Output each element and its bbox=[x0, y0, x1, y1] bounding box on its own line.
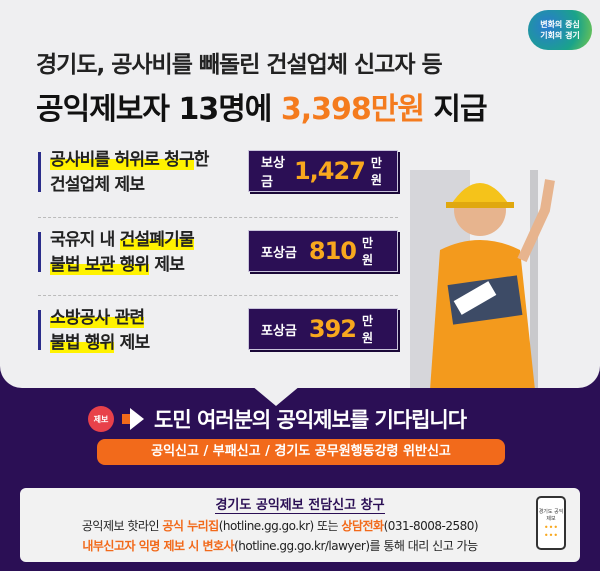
highlight: 공사비를 허위로 청구 bbox=[50, 150, 195, 170]
speech-notch bbox=[252, 386, 300, 406]
info-box: 경기도 공익제보 전담신고 창구 공익제보 핫라인 공식 누리집(hotline… bbox=[20, 488, 580, 562]
highlight: 건설폐기물 bbox=[119, 230, 195, 250]
website-url[interactable]: (hotline.gg.go.kr) 또는 bbox=[218, 519, 342, 533]
reward-amount: 810 bbox=[308, 237, 357, 265]
divider bbox=[38, 295, 398, 296]
divider bbox=[38, 217, 398, 218]
highlight: 불법 보관 행위 bbox=[50, 255, 150, 275]
info-title: 경기도 공익제보 전담신고 창구 bbox=[215, 494, 385, 514]
title-pre: 공익제보자 13명에 bbox=[36, 92, 281, 127]
reward-label: 포상금 bbox=[261, 323, 297, 339]
phone-label: 상담전화 bbox=[341, 519, 384, 533]
title-post: 지급 bbox=[423, 92, 487, 127]
construction-worker-illustration bbox=[410, 170, 555, 388]
report-categories: 공익신고 / 부패신고 / 경기도 공무원행동강령 위반신고 bbox=[97, 439, 505, 465]
text: 한 bbox=[193, 150, 210, 170]
row-accent bbox=[38, 310, 41, 350]
row-accent bbox=[38, 152, 41, 192]
highlight: 불법 행위 bbox=[50, 333, 115, 353]
keypad-dots: ••• ••• bbox=[543, 523, 559, 540]
row-accent bbox=[38, 232, 41, 272]
title-line1: 경기도, 공사비를 빼돌린 건설업체 신고자 등 bbox=[36, 52, 443, 78]
phone-number[interactable]: (031-8008-2580) bbox=[383, 519, 479, 533]
highlight: 소방공사 관련 bbox=[50, 308, 145, 328]
logo-line1: 변화의 중심 bbox=[540, 20, 580, 29]
lawyer-url[interactable]: (hotline.gg.go.kr/lawyer)를 통해 대리 신고 가능 bbox=[234, 539, 478, 553]
title-amount: 3,398만원 bbox=[280, 92, 425, 127]
reward-label: 보상금 bbox=[261, 156, 285, 190]
headline-group: 제보 도민 여러분의 공익제보를 기다립니다 bbox=[88, 404, 467, 434]
reward-unit: 만 원 bbox=[362, 236, 374, 267]
info-line2: 내부신고자 익명 제보 시 변호사(hotline.gg.go.kr/lawye… bbox=[20, 537, 540, 554]
text: 제보 bbox=[149, 255, 185, 275]
reward-amount: 1,427 bbox=[293, 157, 366, 185]
phone-tap-icon: 경기도 공익제보 ••• ••• bbox=[536, 496, 566, 550]
reward-box: 포상금 392 만 원 bbox=[248, 308, 398, 350]
title-line2: 공익제보자 13명에 3,398만원 지급 bbox=[36, 84, 488, 128]
phone-text: 경기도 공익제보 bbox=[538, 509, 564, 522]
report-badge: 제보 bbox=[88, 406, 114, 432]
text: 국유지 내 bbox=[50, 230, 120, 250]
logo-line2: 기회의 경기 bbox=[540, 31, 580, 40]
reward-unit: 만 원 bbox=[362, 314, 374, 345]
text: 건설업체 제보 bbox=[50, 175, 145, 195]
text: 공익제보 핫라인 bbox=[81, 519, 163, 533]
headline: 도민 여러분의 공익제보를 기다립니다 bbox=[154, 408, 467, 432]
megaphone-icon bbox=[122, 408, 146, 430]
reward-unit: 만 원 bbox=[370, 156, 382, 187]
reward-amount: 392 bbox=[308, 315, 357, 343]
reward-box: 포상금 810 만 원 bbox=[248, 230, 398, 272]
reward-box: 보상금 1,427 만 원 bbox=[248, 150, 398, 192]
info-line1: 공익제보 핫라인 공식 누리집(hotline.gg.go.kr) 또는 상담전… bbox=[20, 517, 540, 534]
website-label: 공식 누리집 bbox=[162, 519, 219, 533]
lawyer-label: 내부신고자 익명 제보 시 변호사 bbox=[82, 539, 235, 553]
reward-label: 포상금 bbox=[261, 245, 297, 261]
text: 제보 bbox=[114, 333, 150, 353]
